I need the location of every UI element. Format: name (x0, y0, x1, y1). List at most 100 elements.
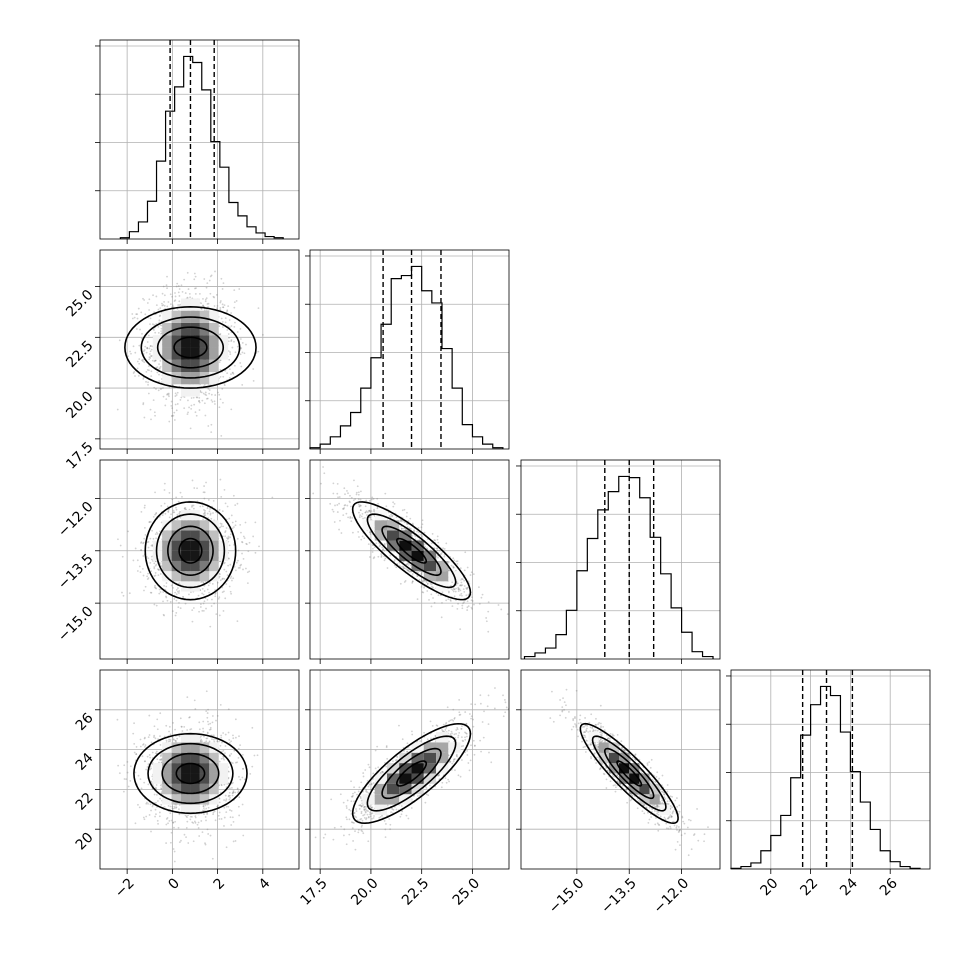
scatter-point (158, 373, 160, 376)
scatter-point (373, 508, 375, 511)
scatter-point (159, 324, 162, 327)
density-cell (190, 530, 200, 541)
scatter-point (204, 804, 207, 807)
scatter-point (175, 496, 178, 499)
scatter-point (402, 566, 405, 568)
scatter-point (159, 307, 162, 309)
scatter-point (404, 579, 407, 582)
scatter-point (156, 366, 159, 369)
scatter-point (168, 491, 171, 494)
scatter-point (243, 537, 246, 539)
scatter-point (141, 360, 144, 363)
scatter-point (234, 840, 237, 842)
scatter-point (233, 301, 236, 304)
scatter-point (247, 550, 250, 553)
scatter-point (364, 505, 367, 508)
scatter-point (357, 498, 360, 501)
scatter-point (226, 574, 229, 576)
scatter-point (336, 511, 339, 513)
scatter-point (148, 356, 151, 358)
scatter-point (380, 556, 383, 558)
scatter-point (430, 605, 433, 608)
scatter-point (177, 587, 179, 589)
scatter-point (234, 351, 237, 354)
scatter-point (238, 735, 240, 738)
scatter-point (204, 393, 207, 396)
scatter-point (158, 811, 161, 814)
scatter-point (165, 398, 168, 401)
scatter-point (461, 584, 464, 586)
scatter-point (180, 839, 182, 842)
scatter-point (416, 598, 419, 601)
scatter-point (367, 543, 370, 546)
scatter-point (205, 309, 208, 311)
scatter-point (239, 564, 242, 567)
scatter-point (180, 396, 183, 399)
scatter-point (143, 589, 145, 592)
scatter-point (230, 575, 233, 578)
scatter-point (219, 398, 222, 401)
scatter-point (435, 547, 438, 550)
scatter-point (465, 588, 468, 590)
scatter-point (152, 537, 155, 540)
scatter-point (460, 592, 463, 595)
scatter-point (219, 300, 222, 302)
scatter-point (143, 299, 146, 301)
scatter-point (153, 566, 156, 568)
scatter-point (366, 514, 368, 516)
scatter-point (368, 509, 371, 512)
scatter-point (466, 609, 469, 611)
scatter-point (165, 818, 168, 820)
scatter-point (203, 584, 206, 587)
scatter-point (186, 296, 189, 299)
scatter-point (146, 575, 149, 578)
scatter-point (402, 560, 404, 563)
scatter-point (447, 598, 450, 601)
density-cell (190, 384, 200, 397)
scatter-point (336, 482, 339, 485)
scatter-point (426, 583, 429, 585)
scatter-point (198, 292, 201, 295)
scatter-point (225, 805, 228, 808)
scatter-point (147, 736, 150, 739)
scatter-point (224, 530, 227, 532)
density-cell (209, 560, 219, 572)
scatter-point (384, 492, 387, 495)
scatter-point (202, 512, 205, 515)
scatter-point (147, 381, 149, 384)
scatter-point (206, 397, 209, 400)
scatter-point (206, 303, 209, 305)
scatter-point (201, 505, 204, 508)
scatter-point (173, 300, 176, 302)
scatter-point (425, 547, 428, 550)
scatter-point (163, 304, 166, 307)
scatter-point (229, 577, 232, 579)
scatter-point (174, 299, 177, 302)
scatter-point (158, 592, 161, 595)
scatter-point (225, 798, 228, 801)
scatter-point (143, 504, 146, 507)
scatter-point (372, 547, 374, 550)
scatter-point (432, 586, 434, 589)
scatter-point (467, 586, 469, 589)
scatter-point (176, 282, 179, 285)
scatter-point (401, 565, 404, 568)
scatter-point (456, 562, 459, 565)
scatter-point (160, 521, 163, 524)
scatter-point (183, 278, 186, 281)
scatter-point (155, 587, 158, 590)
scatter-point (383, 555, 386, 558)
scatter-point (382, 548, 384, 551)
scatter-point (359, 498, 362, 501)
pair-panel-1-2 (305, 459, 510, 664)
scatter-point (332, 510, 335, 513)
scatter-point (179, 399, 182, 401)
scatter-point (218, 572, 221, 575)
scatter-point (154, 359, 156, 362)
scatter-point (160, 761, 163, 764)
density-cell (399, 550, 412, 561)
scatter-point (436, 549, 439, 552)
scatter-point (223, 590, 225, 593)
scatter-point (433, 601, 436, 604)
scatter-point (147, 540, 150, 543)
